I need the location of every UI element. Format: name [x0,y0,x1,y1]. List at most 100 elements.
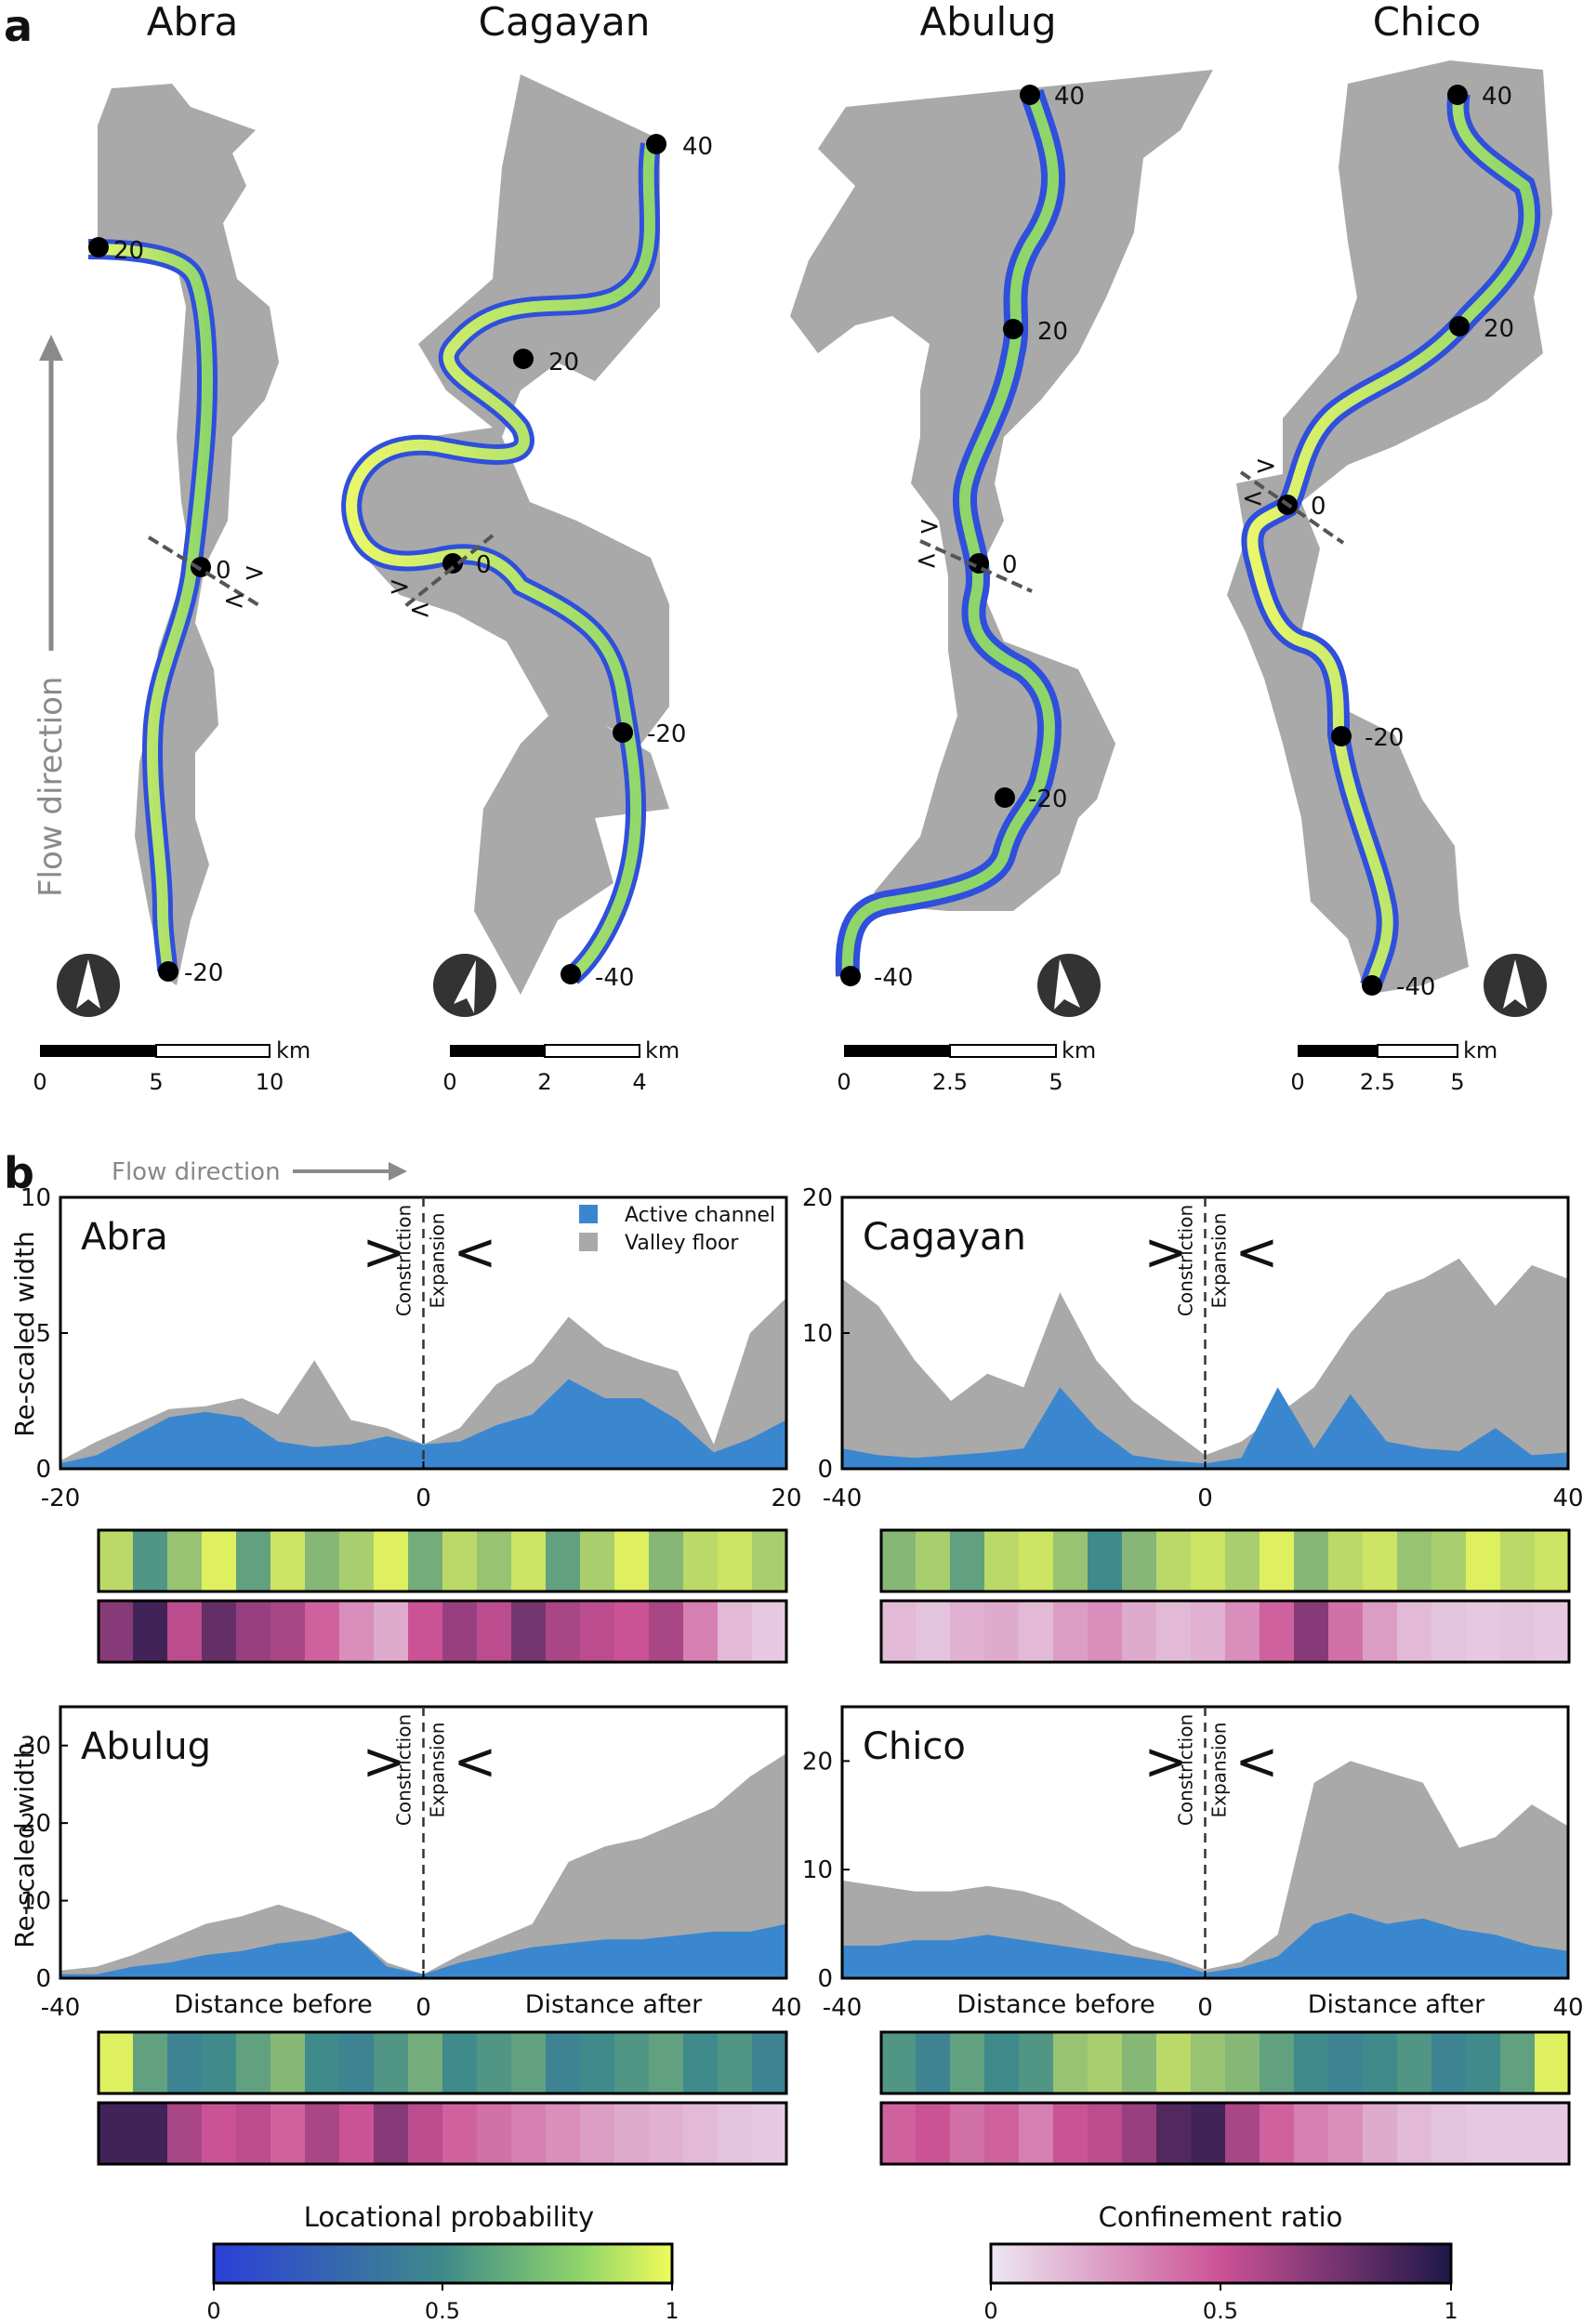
channel-abulug [841,91,1060,977]
ylabel-bottom: Re-scaled width [9,1742,40,1948]
xtick-label: 0 [416,1485,431,1512]
strip-locational-cell [442,2032,478,2093]
marker-cagayan-neg20 [613,722,633,743]
strip-locational-cell [752,1530,787,1591]
colorbar-locational-tick-2: 1 [665,2298,679,2324]
marker-chico-40 [1447,85,1468,105]
section-line-abra [147,535,262,608]
strip-confinement-cell [477,2103,512,2164]
constriction-label: Constriction [393,1205,416,1316]
expansion-symbol: < [1235,1222,1279,1283]
ytick-label: 0 [817,1456,833,1484]
strip-confinement-cell [984,2103,1020,2164]
series-active-channel [842,1387,1568,1469]
strip-locational-cell [1500,2032,1536,2093]
strip-locational-cell [408,1530,443,1591]
scale-tick-cagayan-1: 2 [537,1069,551,1095]
flow-direction-arrow-b [293,1162,407,1181]
legend-swatch-valley [579,1233,598,1251]
strip-locational-cell [1225,1530,1260,1591]
expansion-mark-abra: < [223,585,244,615]
xtick-label: -40 [41,1994,80,2022]
scale-unit-abra: km [276,1037,310,1063]
strip-confinement-cell [752,2103,787,2164]
strip-confinement-cell [270,2103,306,2164]
strip-confinement-cell [1260,1601,1295,1662]
strip-locational-cell [1225,2032,1260,2093]
strip-confinement-cell [1397,2103,1432,2164]
strip-locational-cell [442,1530,478,1591]
constriction-symbol: > [363,1222,406,1283]
ytick-label: 10 [802,1320,833,1348]
colorbar-confinement: Confinement ratio 0 0.5 1 [983,2201,1458,2324]
strip-locational-cell [1191,1530,1226,1591]
marker-label-abulug-40: 40 [1054,83,1085,111]
colorbar-confinement-tick-0: 0 [983,2298,997,2324]
xtick-label: 0 [1197,1485,1213,1512]
strip-locational-cell [1260,2032,1295,2093]
series-active-channel [60,1379,786,1469]
strip-locational-cell [1294,2032,1329,2093]
strip-locational-cell [1053,1530,1088,1591]
strip-locational-cell [236,1530,271,1591]
scale-unit-chico: km [1463,1037,1497,1063]
strip-confinement-cell [1535,2103,1570,2164]
strip-confinement-cell [916,1601,951,1662]
strip-confinement-cell [1466,1601,1501,1662]
strip-confinement-cell [752,1601,787,1662]
map-chico: 40 20 0 -20 -40 > < [1227,60,1552,1001]
strip-locational-cell [1328,2032,1364,2093]
strip-locational-cell [1191,2032,1226,2093]
strip-locational-cell [374,2032,409,2093]
strip-locational-cell [1019,2032,1054,2093]
strip-locational-cell [1466,2032,1501,2093]
marker-abulug-40 [1020,85,1040,105]
strip-confinement-cell [99,2103,134,2164]
marker-abra-neg20 [158,961,178,982]
constriction-symbol: > [1144,1732,1188,1792]
marker-label-cagayan-40: 40 [682,133,713,161]
map-title-abra: Abra [147,0,238,45]
expansion-mark-cagayan: < [409,594,430,625]
strip-confinement-cell [374,1601,409,1662]
strip-locational-cell [683,2032,719,2093]
strip-confinement-cell [442,1601,478,1662]
strip-locational-cell [881,2032,917,2093]
strip-confinement-cell [546,2103,581,2164]
strip-locational-cell [202,1530,237,1591]
ytick-label: 20 [802,1748,833,1776]
strip-confinement-cell [1156,2103,1192,2164]
marker-label-abra-neg20: -20 [184,959,223,987]
marker-label-chico-neg40: -40 [1396,973,1435,1001]
marker-label-abulug-20: 20 [1037,318,1068,346]
marker-label-chico-20: 20 [1484,315,1514,343]
panel-label-b: b [4,1148,34,1198]
strip-locational-cell [546,1530,581,1591]
colorbar-locational-bar [212,2242,674,2285]
strip-locational-cell [99,1530,134,1591]
strip-locational-cell [1156,1530,1192,1591]
north-arrow-icon-cagayan [433,954,496,1017]
strip-locational-cell [984,1530,1020,1591]
channel-abra [87,244,213,972]
strip-confinement-frame [879,1599,1571,1664]
xlabel-before-chico: Distance before [956,1990,1155,2019]
strip-locational-cell [950,2032,985,2093]
strip-confinement-cell [1500,1601,1536,1662]
strip-locational-cell [133,1530,168,1591]
strip-locational-cell [1294,1530,1329,1591]
map-abra: 20 0 -20 > < [87,84,279,987]
strip-locational-cell [202,2032,237,2093]
strip-locational-cell [1019,1530,1054,1591]
strip-locational-cell [916,1530,951,1591]
scale-tick-abra-0: 0 [33,1069,46,1095]
constriction-mark-abulug: > [918,510,940,541]
strip-locational-cell [1500,1530,1536,1591]
marker-label-cagayan-neg40: -40 [595,964,634,992]
ytick-label: 10 [20,1888,51,1916]
panel-label-a: a [4,1,33,51]
marker-label-chico-neg20: -20 [1365,724,1404,752]
strip-confinement-cell [916,2103,951,2164]
legend-label-active: Active channel [625,1204,775,1227]
